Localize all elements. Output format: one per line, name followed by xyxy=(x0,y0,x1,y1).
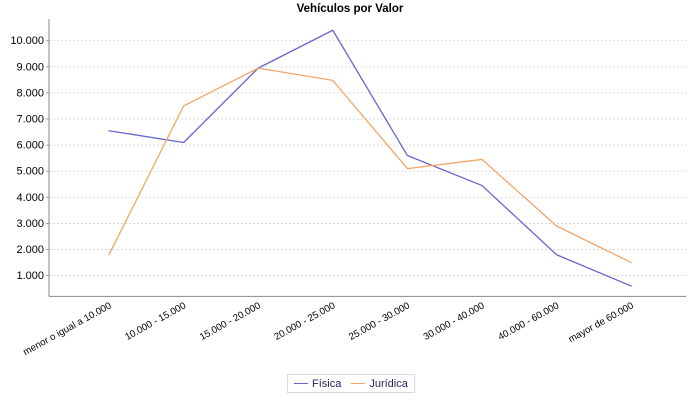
svg-text:6.000: 6.000 xyxy=(16,140,44,152)
svg-text:2.000: 2.000 xyxy=(16,244,44,256)
svg-text:15.000 - 20.000: 15.000 - 20.000 xyxy=(198,300,263,343)
svg-text:10.000 - 15.000: 10.000 - 15.000 xyxy=(123,300,188,343)
svg-text:20.000 - 25.000: 20.000 - 25.000 xyxy=(273,300,338,343)
svg-text:menor o igual a 10.000: menor o igual a 10.000 xyxy=(21,300,114,358)
svg-text:10.000: 10.000 xyxy=(10,35,44,47)
svg-text:4.000: 4.000 xyxy=(16,192,44,204)
svg-text:1.000: 1.000 xyxy=(16,270,44,282)
svg-text:3.000: 3.000 xyxy=(16,218,44,230)
svg-text:9.000: 9.000 xyxy=(16,61,44,73)
svg-text:mayor de 60.000: mayor de 60.000 xyxy=(567,300,636,345)
svg-text:8.000: 8.000 xyxy=(16,87,44,99)
svg-text:7.000: 7.000 xyxy=(16,114,44,126)
svg-text:5.000: 5.000 xyxy=(16,166,44,178)
svg-text:40.000 - 60.000: 40.000 - 60.000 xyxy=(496,300,561,343)
svg-text:30.000 - 40.000: 30.000 - 40.000 xyxy=(422,300,487,343)
svg-text:25.000 - 30.000: 25.000 - 30.000 xyxy=(347,300,412,343)
